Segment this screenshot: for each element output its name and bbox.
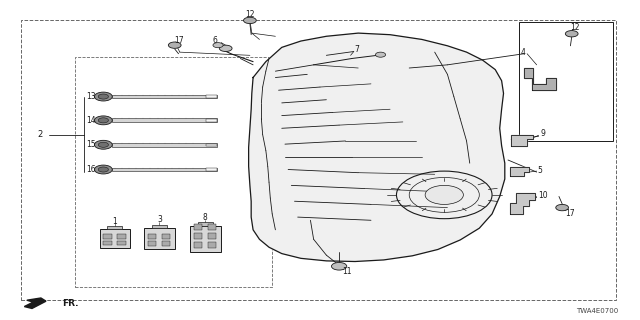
Bar [100,229,130,248]
Text: 14: 14 [86,116,96,125]
Circle shape [99,118,108,123]
Text: 15: 15 [86,140,96,149]
Text: 17: 17 [565,209,575,218]
Text: 12: 12 [570,23,580,32]
Bar [194,224,202,229]
Circle shape [95,92,112,101]
Text: 2: 2 [37,130,42,139]
Circle shape [95,165,112,174]
Circle shape [95,140,112,149]
Circle shape [425,185,463,204]
Bar [112,168,218,172]
Bar [206,168,218,171]
Bar [206,143,218,146]
Text: 11: 11 [342,267,352,276]
Polygon shape [510,193,536,214]
Text: 7: 7 [355,45,360,54]
Circle shape [168,42,181,48]
Circle shape [332,262,347,270]
Bar [208,224,216,229]
Bar [148,234,156,239]
Text: 1: 1 [113,217,117,226]
Bar [148,242,156,246]
Circle shape [213,43,223,48]
Bar [194,233,202,239]
Text: 10: 10 [538,191,548,200]
Text: TWA4E0700: TWA4E0700 [576,308,618,314]
Bar [206,119,218,122]
Bar [112,143,218,147]
Text: 8: 8 [203,213,207,222]
Bar [162,242,170,246]
Text: 4: 4 [520,48,525,57]
Polygon shape [248,33,505,261]
Circle shape [556,204,568,211]
Circle shape [565,31,578,37]
Bar [208,233,216,239]
Bar [194,242,202,248]
Polygon shape [524,68,556,90]
Text: 6: 6 [212,36,218,45]
Bar [162,234,170,239]
Polygon shape [510,167,529,176]
Circle shape [99,142,108,147]
Bar [198,222,213,226]
Circle shape [376,52,386,57]
Polygon shape [511,135,534,146]
Bar [112,95,218,99]
Text: 13: 13 [86,92,96,101]
Text: 16: 16 [86,165,96,174]
Circle shape [95,116,112,125]
Bar [75,57,272,287]
Bar [144,228,175,250]
Circle shape [220,45,232,52]
Text: 5: 5 [538,166,542,175]
Bar [206,95,218,98]
Bar [519,22,613,141]
Text: 3: 3 [157,215,162,224]
Text: 17: 17 [173,36,183,44]
Circle shape [99,94,108,99]
Text: FR.: FR. [62,299,79,308]
Bar [103,241,112,245]
Text: 9: 9 [541,130,545,139]
Bar [190,226,221,252]
Text: 12: 12 [245,10,255,19]
Bar [112,118,218,122]
Polygon shape [24,298,46,308]
Bar [107,226,122,229]
Bar [20,20,616,300]
Bar [117,241,126,245]
Bar [152,225,167,228]
Circle shape [99,167,108,172]
Bar [208,242,216,248]
Bar [117,235,126,239]
Circle shape [244,17,256,24]
Bar [103,235,112,239]
